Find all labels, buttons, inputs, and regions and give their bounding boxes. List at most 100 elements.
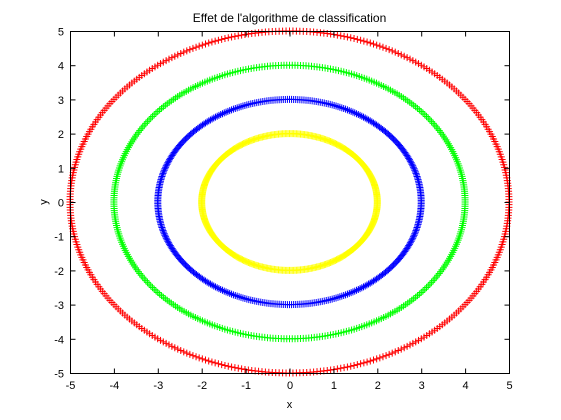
data-point	[421, 111, 429, 119]
data-point	[164, 237, 172, 245]
data-point	[363, 358, 371, 366]
data-point	[388, 349, 396, 357]
data-point	[409, 163, 417, 171]
data-point	[238, 365, 246, 373]
y-tick-label: 0	[58, 198, 64, 210]
data-point	[434, 271, 442, 279]
data-point	[351, 287, 359, 295]
data-point	[406, 55, 414, 63]
data-point	[241, 31, 249, 39]
data-point	[327, 366, 335, 374]
data-point	[347, 362, 355, 370]
data-point	[366, 39, 374, 47]
data-point	[428, 278, 436, 286]
data-point	[351, 109, 359, 117]
data-point	[165, 157, 173, 165]
data-point	[432, 273, 440, 281]
data-point	[195, 42, 203, 50]
data-point	[145, 280, 153, 288]
data-point	[400, 344, 408, 352]
data-point	[150, 111, 158, 119]
data-point	[177, 49, 185, 57]
x-tick-label: -1	[241, 380, 251, 392]
data-point	[411, 166, 419, 174]
data-point	[241, 365, 249, 373]
data-point	[217, 285, 225, 293]
data-point	[391, 348, 399, 356]
data-point	[397, 51, 405, 59]
data-point	[340, 364, 348, 372]
data-point	[222, 288, 230, 296]
y-tick-label: 2	[58, 129, 64, 141]
data-point	[412, 58, 420, 66]
data-point	[347, 34, 355, 42]
x-tick-label: 5	[506, 380, 512, 392]
data-point	[426, 116, 434, 124]
y-tick-label: -3	[54, 300, 64, 312]
data-point	[152, 287, 160, 295]
data-point	[404, 243, 412, 251]
data-point	[198, 41, 206, 49]
data-point	[409, 234, 417, 242]
data-point	[426, 280, 434, 288]
data-point	[432, 123, 440, 131]
data-point	[137, 271, 145, 279]
data-point	[376, 42, 384, 50]
data-point	[347, 289, 355, 297]
data-point	[333, 365, 341, 373]
data-point	[431, 275, 439, 283]
data-point	[411, 230, 419, 238]
data-point	[357, 360, 365, 368]
data-point	[160, 230, 168, 238]
data-point	[205, 39, 213, 47]
data-point	[192, 43, 200, 51]
data-point	[435, 127, 443, 135]
data-point	[165, 239, 173, 247]
data-point	[357, 36, 365, 44]
data-point	[413, 172, 421, 180]
data-point	[385, 46, 393, 54]
data-point	[382, 352, 390, 360]
data-point	[221, 361, 229, 369]
data-point	[373, 41, 381, 49]
data-point	[158, 224, 166, 232]
series-radius-4	[110, 61, 469, 343]
data-point	[400, 52, 408, 60]
data-point	[410, 231, 418, 239]
data-point	[350, 35, 358, 43]
data-point	[349, 108, 357, 116]
data-point	[189, 352, 197, 360]
data-point	[238, 31, 246, 39]
data-point	[164, 159, 172, 167]
data-point	[434, 125, 442, 133]
data-point	[363, 38, 371, 46]
x-tick-label: -5	[66, 380, 76, 392]
data-point	[163, 236, 171, 244]
x-tick-label: -4	[110, 380, 120, 392]
data-point	[360, 37, 368, 45]
data-point	[218, 110, 226, 118]
data-point	[353, 35, 361, 43]
data-point	[224, 107, 232, 115]
data-point	[421, 285, 429, 293]
data-point	[162, 163, 170, 171]
data-point	[406, 157, 414, 165]
data-point	[343, 33, 351, 41]
data-point	[180, 48, 188, 56]
y-tick-label: -1	[54, 232, 64, 244]
data-point	[213, 112, 221, 120]
series-radius-3	[154, 95, 425, 309]
data-point	[411, 168, 419, 176]
data-point	[214, 360, 222, 368]
data-point	[152, 109, 160, 117]
data-point	[409, 162, 417, 170]
data-point	[388, 47, 396, 55]
data-point	[234, 32, 242, 40]
data-point	[192, 353, 200, 361]
data-point	[208, 38, 216, 46]
data-point	[373, 355, 381, 363]
data-point	[429, 119, 437, 127]
data-point	[353, 286, 361, 294]
data-point	[382, 44, 390, 52]
